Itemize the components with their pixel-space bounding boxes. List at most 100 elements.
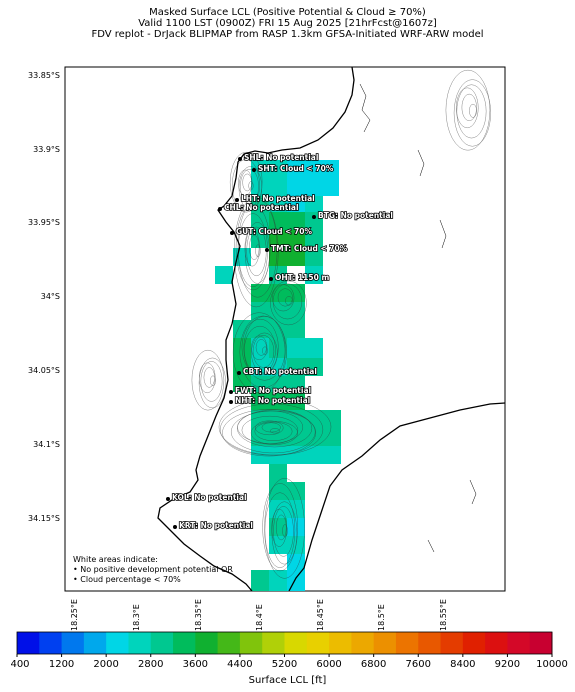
contour-line	[262, 346, 268, 356]
contour-line	[231, 159, 260, 212]
contour-line	[235, 204, 271, 291]
lcl-cell	[251, 446, 341, 464]
lcl-cell	[269, 266, 287, 284]
contour-line	[251, 335, 268, 361]
station-dot	[229, 400, 233, 404]
colorbar-swatch	[173, 632, 196, 654]
colorbar-swatch	[217, 632, 241, 654]
contour-line	[469, 103, 477, 118]
contour-line	[250, 421, 298, 445]
station-label: KOL: No potential	[172, 493, 247, 502]
colorbar-tick-label: 2000	[93, 659, 119, 670]
contour-line	[233, 196, 279, 308]
lcl-cell	[269, 196, 287, 212]
contour-line	[242, 173, 253, 192]
colorbar-swatch	[17, 632, 40, 654]
station-dot	[312, 215, 316, 219]
lcl-cell	[251, 392, 305, 410]
lcl-cell	[305, 248, 323, 266]
lcl-cell	[269, 212, 305, 230]
colorbar-swatch	[507, 632, 531, 654]
lcl-cell	[251, 212, 269, 230]
contour-line	[218, 398, 332, 456]
colorbar-tick-label: 4400	[227, 659, 253, 670]
contour-line	[244, 222, 270, 284]
colorbar-swatch	[373, 632, 397, 654]
title-line-1: Masked Surface LCL (Positive Potential &…	[149, 7, 426, 18]
station-label: CBT: No potential	[243, 367, 317, 376]
coastline	[157, 66, 506, 592]
colorbar-tick-label: 6000	[316, 659, 342, 670]
colorbar-swatch	[61, 632, 85, 654]
colorbar-swatch	[329, 632, 352, 654]
station-dot	[238, 157, 242, 161]
lcl-cell	[251, 196, 269, 212]
colorbar-swatch	[150, 632, 174, 654]
station-label: GUT: Cloud < 70%	[236, 227, 312, 236]
station-label: BTG: No potential	[318, 211, 393, 220]
contour-line	[461, 93, 477, 121]
contour-line	[255, 420, 284, 436]
station-dot	[252, 168, 256, 172]
contour-line	[251, 332, 278, 374]
station-label: CHL: No potential	[224, 203, 299, 212]
colorbar-tick-label: 9200	[494, 659, 521, 670]
station-dot	[230, 231, 234, 235]
station-label: OHT: 1150 m	[275, 273, 329, 282]
colorbar-tick-label: 6800	[360, 659, 387, 670]
contour-line	[229, 151, 263, 213]
lcl-cell	[251, 410, 341, 428]
terrain-contours	[191, 69, 491, 579]
station-dot	[229, 390, 233, 394]
contour-line	[237, 199, 278, 298]
title-line-3: FDV replot - DrJack BLIPMAP from RASP 1.…	[91, 29, 484, 40]
station-label: TMT: Cloud < 70%	[271, 244, 348, 253]
station-label: FWT: No potential	[235, 386, 311, 395]
lcl-cell	[305, 212, 323, 230]
lcl-cell	[269, 570, 287, 591]
lcl-cell	[287, 338, 323, 358]
colorbar-swatch	[83, 632, 107, 654]
contour-line	[277, 288, 293, 307]
colorbar-swatch	[485, 632, 508, 654]
lcl-cell	[215, 266, 233, 284]
contour-line	[239, 315, 287, 389]
colorbar-swatch	[239, 632, 263, 654]
lat-tick-label: 33.85°S	[28, 71, 60, 80]
lat-tick-label: 34.1°S	[33, 440, 60, 449]
lcl-cell	[305, 266, 323, 284]
contour-line	[270, 428, 280, 434]
contour-line	[249, 235, 260, 260]
contour-line	[271, 508, 287, 547]
lcl-cell	[287, 196, 305, 212]
colorbar-swatch	[106, 632, 129, 654]
station-label: SHL: No potential	[244, 153, 318, 162]
lcl-cell	[251, 358, 287, 376]
note-line: • No positive development potential OR	[73, 565, 233, 574]
station-dot	[265, 248, 269, 252]
colorbar-swatch	[395, 632, 419, 654]
contour-line	[453, 79, 491, 147]
colorbar-tick-label: 7600	[405, 659, 431, 670]
contour-line	[241, 318, 279, 376]
contour-line	[272, 283, 303, 320]
colorbar-tick-label: 2800	[138, 659, 164, 670]
lcl-cell	[287, 178, 339, 196]
station-label: NHT: No potential	[235, 396, 310, 405]
colorbar-swatch	[418, 632, 442, 654]
lcl-grid	[215, 160, 341, 591]
contour-line	[243, 316, 286, 381]
station-markers: SHL: No potential SHT: Cloud < 70% LHT: No…	[166, 152, 394, 531]
colorbar-swatch	[195, 632, 219, 654]
lcl-cell	[251, 160, 287, 178]
contour-line	[232, 312, 286, 393]
colorbar-swatch	[462, 632, 486, 654]
colorbar-swatch	[306, 632, 330, 654]
station-label: SHT: Cloud < 70%	[258, 164, 334, 173]
title-line-2: Valid 1100 LST (0900Z) FRI 15 Aug 2025 […	[138, 18, 437, 29]
contour-line	[220, 403, 324, 456]
station-label: KRT: No potential	[179, 521, 253, 530]
colorbar-title: Surface LCL [ft]	[248, 675, 327, 686]
lcl-cell	[269, 500, 305, 518]
